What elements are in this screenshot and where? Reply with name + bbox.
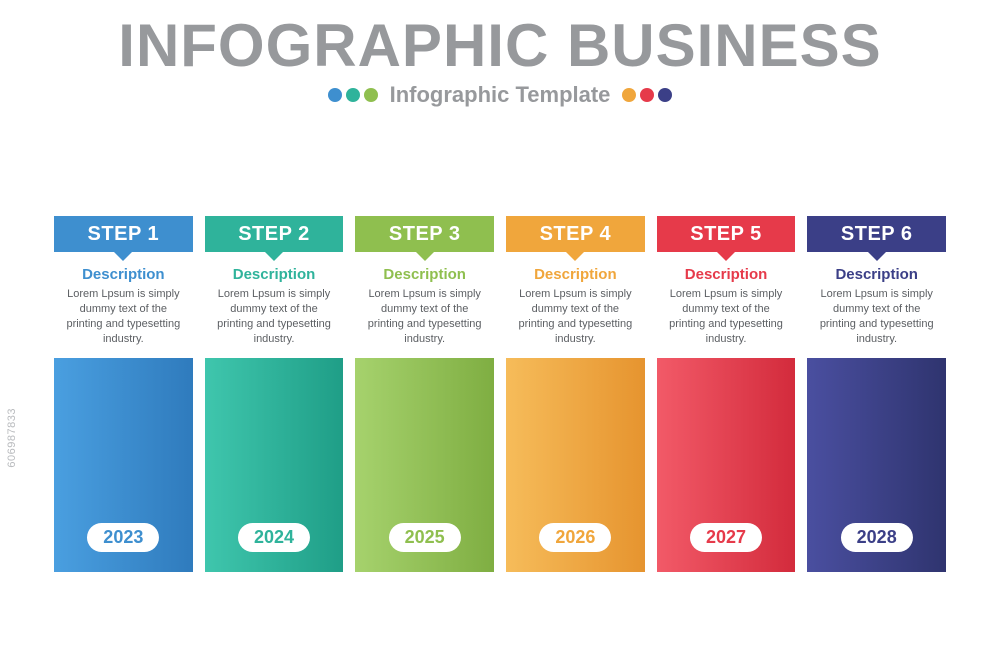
chevron-down-icon [566,252,584,261]
description-title: Description [516,266,635,283]
subtitle-row: Infographic Template [0,82,1000,108]
description-title: Description [215,266,334,283]
description-box: Description Lorem Lpsum is simply dummy t… [506,252,645,358]
dots-left [328,88,378,102]
year-pill: 2027 [690,523,762,552]
description-text: Lorem Lpsum is simply dummy text of the … [667,287,786,346]
description-title: Description [817,266,936,283]
header-block: INFOGRAPHIC BUSINESS Infographic Templat… [0,16,1000,108]
description-box: Description Lorem Lpsum is simply dummy t… [657,252,796,358]
year-pill: 2023 [87,523,159,552]
chevron-down-icon [868,252,886,261]
chevron-down-icon [416,252,434,261]
color-block: 2024 [205,358,344,572]
header-dot [658,88,672,102]
header-dot [622,88,636,102]
description-text: Lorem Lpsum is simply dummy text of the … [215,287,334,346]
step-header: STEP 5 [657,216,796,252]
step-column: STEP 4 Description Lorem Lpsum is simply d… [506,216,645,572]
description-box: Description Lorem Lpsum is simply dummy t… [205,252,344,358]
description-text: Lorem Lpsum is simply dummy text of the … [64,287,183,346]
chevron-down-icon [265,252,283,261]
description-text: Lorem Lpsum is simply dummy text of the … [365,287,484,346]
header-dot [328,88,342,102]
infographic-stage: INFOGRAPHIC BUSINESS Infographic Templat… [0,0,1000,667]
year-pill: 2025 [389,523,461,552]
step-header: STEP 4 [506,216,645,252]
color-block: 2028 [807,358,946,572]
description-box: Description Lorem Lpsum is simply dummy t… [54,252,193,358]
step-column: STEP 2 Description Lorem Lpsum is simply d… [205,216,344,572]
subtitle: Infographic Template [390,82,611,108]
color-block: 2025 [355,358,494,572]
chevron-down-icon [717,252,735,261]
color-block: 2026 [506,358,645,572]
step-column: STEP 3 Description Lorem Lpsum is simply d… [355,216,494,572]
description-text: Lorem Lpsum is simply dummy text of the … [516,287,635,346]
year-pill: 2026 [539,523,611,552]
description-box: Description Lorem Lpsum is simply dummy t… [807,252,946,358]
dots-right [622,88,672,102]
step-column: STEP 5 Description Lorem Lpsum is simply d… [657,216,796,572]
description-text: Lorem Lpsum is simply dummy text of the … [817,287,936,346]
step-header: STEP 1 [54,216,193,252]
step-columns: STEP 1 Description Lorem Lpsum is simply d… [54,216,946,572]
year-pill: 2024 [238,523,310,552]
description-title: Description [64,266,183,283]
step-header: STEP 3 [355,216,494,252]
step-header: STEP 2 [205,216,344,252]
description-title: Description [667,266,786,283]
chevron-down-icon [114,252,132,261]
header-dot [640,88,654,102]
main-title: INFOGRAPHIC BUSINESS [0,16,1000,76]
color-block: 2023 [54,358,193,572]
step-column: STEP 1 Description Lorem Lpsum is simply d… [54,216,193,572]
color-block: 2027 [657,358,796,572]
header-dot [346,88,360,102]
watermark-text: 606987833 [6,408,18,468]
step-column: STEP 6 Description Lorem Lpsum is simply d… [807,216,946,572]
description-box: Description Lorem Lpsum is simply dummy t… [355,252,494,358]
description-title: Description [365,266,484,283]
header-dot [364,88,378,102]
year-pill: 2028 [841,523,913,552]
step-header: STEP 6 [807,216,946,252]
